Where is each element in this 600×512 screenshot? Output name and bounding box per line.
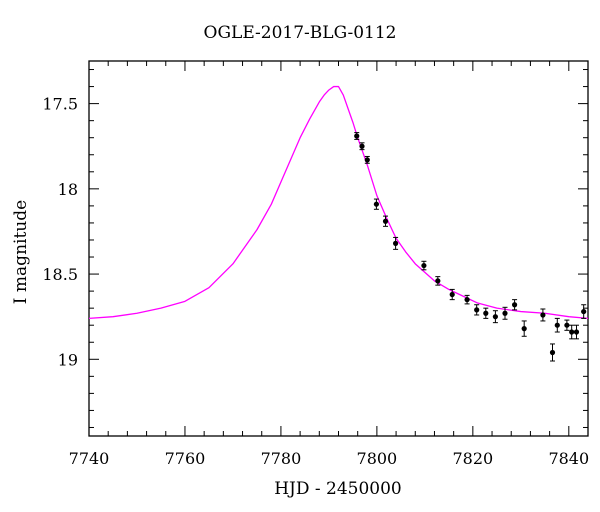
x-tick-label: 7760 (165, 449, 206, 468)
data-marker (359, 143, 365, 149)
data-point (359, 142, 365, 151)
data-point (521, 320, 527, 337)
data-point (421, 260, 427, 271)
data-marker (449, 291, 455, 298)
data-marker (464, 297, 470, 303)
data-marker (373, 201, 380, 207)
y-axis-label: I magnitude (11, 200, 31, 304)
data-point (549, 343, 556, 362)
data-marker (549, 349, 556, 356)
data-point (354, 132, 360, 140)
plot-area (89, 85, 588, 362)
x-tick-label: 7740 (69, 449, 110, 468)
data-point (554, 317, 560, 333)
data-marker (474, 307, 480, 313)
data-point (449, 288, 455, 301)
data-marker (435, 278, 441, 284)
data-marker (511, 302, 518, 308)
x-axis-ticks: 7740 7760 7780 7800 7820 7840 (69, 61, 589, 468)
y-tick-label: 17.5 (42, 95, 78, 114)
data-marker (502, 310, 508, 316)
chart-title: OGLE-2017-BLG-0112 (203, 23, 397, 43)
data-point (502, 306, 508, 320)
data-marker (573, 329, 580, 335)
data-marker (364, 157, 370, 163)
data-point (511, 299, 518, 311)
data-marker (569, 329, 575, 335)
x-axis-label: HJD - 2450000 (274, 479, 402, 499)
data-point (569, 324, 575, 340)
data-marker (354, 133, 360, 139)
data-point (373, 198, 380, 210)
data-point (474, 304, 480, 316)
data-point (483, 307, 489, 319)
data-point (392, 236, 399, 250)
data-marker (564, 322, 570, 328)
data-marker (421, 262, 427, 269)
data-marker (554, 322, 560, 328)
data-marker (492, 314, 498, 320)
y-tick-label: 19 (58, 350, 78, 369)
data-point (464, 294, 470, 305)
x-tick-label: 7780 (261, 449, 302, 468)
data-marker (483, 310, 489, 316)
data-marker (540, 312, 546, 318)
x-tick-label: 7840 (548, 449, 589, 468)
data-point (573, 324, 580, 340)
plot-border (88, 60, 589, 437)
y-tick-label: 18 (58, 180, 78, 199)
y-tick-label: 18.5 (42, 265, 78, 284)
plot-frame (88, 60, 589, 437)
data-marker (382, 218, 389, 224)
data-point (364, 155, 370, 164)
model-curve (89, 85, 588, 320)
y-axis-ticks: 17.5 18 18.5 19 (42, 69, 588, 428)
data-point (540, 308, 546, 322)
data-marker (581, 308, 587, 315)
data-marker (521, 326, 527, 332)
data-point (435, 276, 441, 286)
data-point (581, 304, 587, 319)
data-point (382, 215, 389, 227)
x-tick-label: 7820 (452, 449, 493, 468)
data-point (492, 310, 498, 324)
x-tick-label: 7800 (357, 449, 398, 468)
data-point (564, 319, 570, 331)
data-marker (392, 240, 399, 246)
